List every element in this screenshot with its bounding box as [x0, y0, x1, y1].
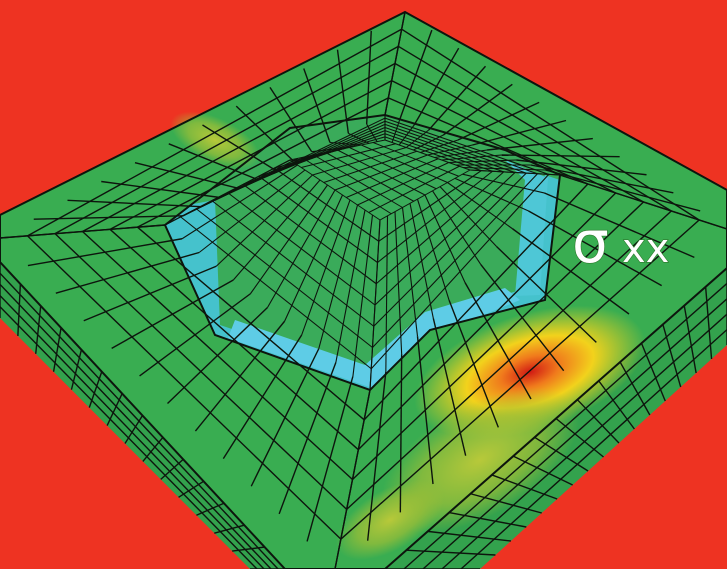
mesh-line: [470, 493, 542, 514]
mesh-line: [274, 167, 380, 242]
mesh-line: [375, 171, 505, 285]
mesh-line: [384, 139, 471, 171]
mesh-line: [394, 62, 644, 203]
mesh-line: [361, 144, 448, 183]
mesh-line: [384, 117, 549, 175]
mesh-line: [448, 511, 527, 528]
mesh-line: [109, 228, 359, 451]
mesh-line: [196, 502, 225, 516]
mesh-line: [370, 174, 550, 370]
mesh-line: [372, 173, 538, 348]
mesh-line: [274, 136, 386, 169]
mesh-line: [372, 142, 459, 177]
pit-rim: [164, 113, 562, 392]
mesh-line: [384, 136, 482, 172]
mesh-line: [27, 28, 403, 237]
stress-olive-zone-back: [170, 111, 260, 169]
mesh-line: [427, 530, 511, 542]
mesh-line: [35, 305, 42, 354]
mesh-line: [619, 361, 651, 416]
mesh-line: [334, 154, 428, 191]
mesh-line: [384, 130, 504, 173]
stress-component-subscript: xx: [622, 226, 669, 272]
mesh-line: [109, 80, 392, 230]
mesh-line: [227, 192, 376, 306]
mesh-line: [82, 62, 396, 233]
mesh-line: [373, 172, 527, 327]
mesh-line: [211, 200, 375, 327]
mesh-line: [374, 172, 516, 306]
mesh-line: [137, 226, 365, 421]
mesh-line: [82, 230, 353, 481]
mesh-line: [346, 158, 439, 198]
mesh-line: [662, 324, 682, 388]
mesh-line: [180, 216, 372, 370]
mesh-line: [17, 283, 22, 336]
mesh-line: [88, 371, 103, 408]
mesh-line: [598, 380, 635, 430]
mesh-lines: [0, 11, 727, 569]
mesh-line: [378, 170, 482, 242]
mesh-line: [178, 480, 204, 498]
mesh-line: [242, 183, 377, 285]
mesh-line: [232, 546, 265, 552]
mesh-line: [388, 97, 589, 185]
mesh-line: [160, 458, 184, 480]
mesh-line: [384, 126, 516, 174]
mesh-line: [357, 162, 449, 206]
mesh-line: [346, 210, 672, 510]
mesh-line: [391, 80, 616, 194]
mesh-line: [54, 233, 348, 510]
pit-blue-band: [165, 160, 560, 390]
mesh-line: [340, 219, 700, 540]
mesh-line: [27, 235, 342, 540]
mesh-line: [357, 192, 617, 451]
mesh-line: [195, 208, 373, 348]
mesh-line: [142, 436, 164, 462]
mesh-line: [368, 165, 460, 213]
mesh-line: [576, 399, 620, 444]
mesh-line: [52, 327, 62, 372]
mesh-line: [384, 123, 527, 174]
mesh-line: [54, 45, 399, 235]
mesh-line: [106, 393, 123, 426]
mesh-line: [214, 524, 245, 534]
mesh-line: [397, 45, 672, 212]
mesh-line: [70, 349, 83, 390]
mesh-line: [384, 120, 538, 175]
mesh-line: [640, 342, 666, 402]
mesh-line: [401, 28, 700, 221]
mesh-line: [683, 305, 697, 374]
mesh-line: [534, 436, 589, 472]
mesh-line: [491, 474, 558, 500]
mesh-line: [384, 133, 493, 172]
mesh-line: [704, 286, 713, 360]
stress-olive-zone-front: [335, 480, 445, 560]
mesh-line: [406, 549, 496, 556]
mesh-line: [363, 183, 589, 421]
mesh-line: [349, 147, 437, 190]
mesh-line: [512, 455, 573, 486]
mesh-line: [124, 415, 144, 444]
mesh-line: [377, 170, 493, 263]
mesh-line: [555, 417, 604, 458]
mesh-line: [379, 169, 471, 221]
mesh-line: [258, 175, 378, 263]
stress-component-symbol: σ: [572, 208, 609, 276]
mesh-line: [352, 201, 644, 481]
